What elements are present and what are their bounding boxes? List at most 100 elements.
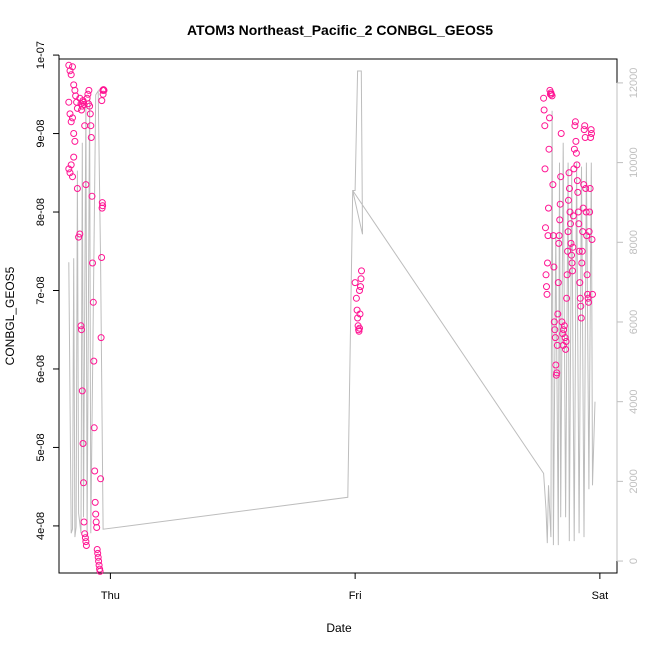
data-point bbox=[581, 122, 589, 130]
data-point bbox=[65, 61, 73, 69]
data-point bbox=[78, 106, 85, 114]
data-point bbox=[563, 294, 571, 302]
data-point bbox=[70, 153, 78, 161]
data-point bbox=[70, 130, 78, 137]
data-point bbox=[556, 200, 564, 208]
x-tick-label: Thu bbox=[101, 590, 120, 602]
data-point bbox=[585, 228, 593, 236]
data-point bbox=[553, 369, 561, 377]
data-point bbox=[555, 239, 563, 247]
y2-tick-label: 6000 bbox=[628, 310, 640, 334]
data-point bbox=[585, 298, 593, 306]
data-point bbox=[358, 267, 365, 275]
data-point bbox=[541, 165, 549, 173]
y-tick-label: 8e-08 bbox=[35, 198, 47, 226]
data-point bbox=[541, 122, 549, 130]
data-point bbox=[78, 326, 85, 334]
data-point bbox=[568, 251, 575, 259]
data-point bbox=[570, 165, 578, 173]
data-point bbox=[69, 63, 76, 71]
data-point bbox=[560, 326, 568, 334]
data-point bbox=[97, 334, 105, 342]
data-point bbox=[588, 236, 596, 243]
data-point bbox=[81, 530, 89, 538]
data-point bbox=[567, 239, 575, 247]
data-point bbox=[93, 546, 101, 553]
data-point bbox=[67, 71, 75, 79]
data-point bbox=[542, 224, 549, 232]
y2-tick-label: 4000 bbox=[628, 389, 640, 413]
data-point bbox=[87, 122, 95, 130]
data-point bbox=[73, 185, 81, 192]
data-point bbox=[82, 542, 90, 549]
data-point bbox=[356, 287, 363, 294]
data-point bbox=[90, 424, 98, 432]
data-point bbox=[76, 230, 84, 238]
data-point bbox=[543, 283, 550, 291]
data-point bbox=[98, 254, 106, 261]
data-point bbox=[572, 149, 580, 157]
data-point bbox=[67, 161, 75, 169]
data-point bbox=[587, 134, 595, 141]
data-point bbox=[98, 97, 106, 105]
data-point bbox=[564, 247, 572, 255]
data-point bbox=[80, 518, 88, 526]
data-point bbox=[551, 334, 559, 342]
data-point bbox=[577, 314, 585, 322]
data-point bbox=[568, 259, 576, 267]
y2-tick-label: 12000 bbox=[628, 68, 640, 99]
data-point bbox=[572, 137, 580, 145]
data-point bbox=[564, 228, 572, 236]
data-point bbox=[87, 134, 95, 141]
data-point bbox=[95, 557, 103, 565]
data-point bbox=[99, 90, 107, 98]
data-point bbox=[586, 185, 594, 192]
data-point bbox=[545, 204, 552, 212]
y2-tick-label: 10000 bbox=[628, 147, 640, 178]
data-point bbox=[544, 259, 551, 267]
data-point bbox=[566, 208, 574, 216]
data-point bbox=[91, 498, 99, 506]
data-point bbox=[563, 271, 571, 279]
data-point bbox=[582, 185, 590, 192]
data-point bbox=[94, 553, 102, 561]
data-point bbox=[562, 345, 570, 353]
y2-tick-label: 0 bbox=[628, 558, 640, 564]
data-point bbox=[96, 567, 104, 575]
data-point bbox=[557, 130, 565, 137]
x-axis-label: Date bbox=[326, 621, 352, 635]
data-point bbox=[554, 310, 562, 318]
data-point bbox=[356, 324, 363, 332]
data-point bbox=[580, 181, 588, 189]
y-axis-label: CONBGL_GEOS5 bbox=[3, 266, 17, 365]
points-series bbox=[65, 61, 596, 575]
data-point bbox=[554, 279, 562, 287]
data-point bbox=[561, 334, 569, 342]
data-point bbox=[555, 232, 563, 240]
data-point bbox=[97, 475, 105, 483]
data-point bbox=[576, 294, 584, 302]
data-point bbox=[69, 114, 76, 122]
data-point bbox=[70, 81, 78, 89]
data-point bbox=[567, 220, 574, 228]
data-point bbox=[573, 177, 581, 185]
data-point bbox=[565, 196, 572, 204]
y-tick-label: 9e-08 bbox=[35, 119, 47, 147]
data-point bbox=[81, 534, 89, 542]
data-point bbox=[577, 302, 585, 310]
data-point bbox=[77, 322, 85, 330]
data-point bbox=[89, 298, 97, 306]
data-point bbox=[86, 110, 94, 118]
data-point bbox=[356, 310, 364, 318]
y2-axis: 0 2000 4000 6000 8000 10000 12000 bbox=[616, 68, 640, 564]
data-point bbox=[586, 208, 594, 216]
data-point bbox=[82, 538, 90, 546]
x-tick-label: Sat bbox=[592, 590, 609, 602]
data-point bbox=[569, 267, 576, 275]
y-tick-label: 7e-08 bbox=[35, 276, 47, 304]
chart-title: ATOM3 Northeast_Pacific_2 CONBGL_GEOS5 bbox=[187, 22, 493, 38]
data-point bbox=[91, 467, 99, 475]
data-point bbox=[565, 169, 573, 177]
y-tick-label: 1e-07 bbox=[35, 41, 47, 69]
